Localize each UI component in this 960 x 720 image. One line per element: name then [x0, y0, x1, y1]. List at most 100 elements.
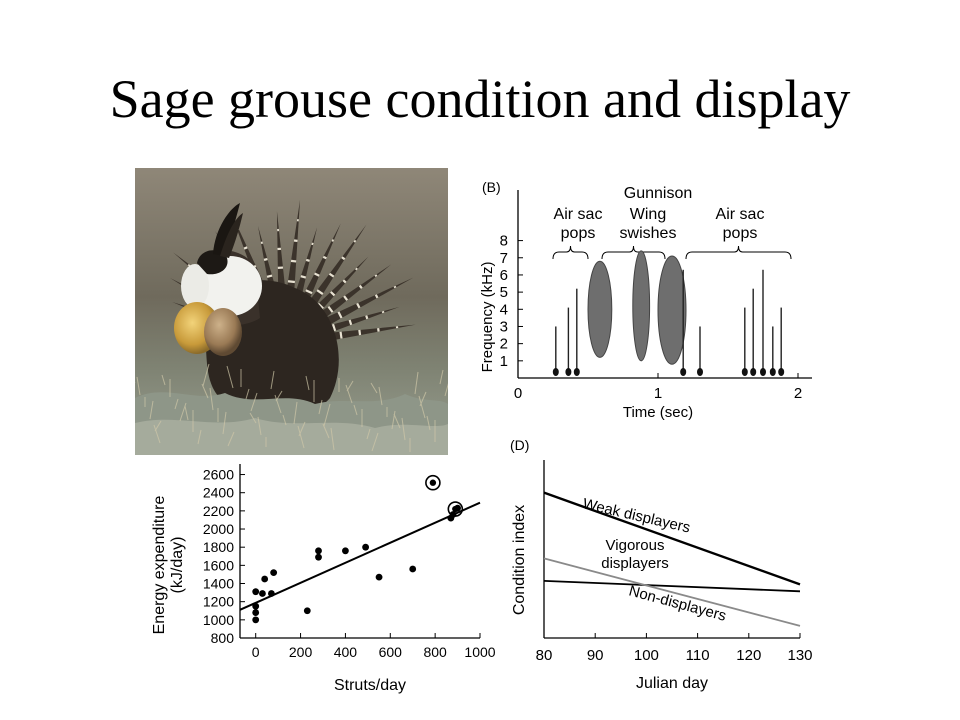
x-tick-label: 0 — [514, 385, 522, 402]
x-tick-label: 0 — [252, 644, 260, 660]
panel-c-xlabel: Struts/day — [334, 677, 406, 694]
annotation-brace — [601, 245, 666, 260]
grass-blade — [414, 371, 419, 395]
circled-point-ring — [447, 501, 464, 517]
tail-bar — [348, 319, 353, 326]
tail-bar — [381, 310, 385, 314]
grass-blade — [318, 399, 323, 415]
tail-bar — [305, 258, 310, 262]
y-tick-label: 1200 — [203, 594, 234, 610]
y-tick-label: 7 — [500, 250, 508, 267]
grass-blade — [393, 413, 401, 429]
pulse-base — [769, 368, 776, 376]
grass-blade — [418, 395, 426, 419]
series-label: Vigorous — [606, 537, 665, 554]
pulse-base — [750, 368, 757, 376]
grass-blade — [426, 415, 431, 431]
annotation-text: pops — [561, 225, 596, 242]
grass-blade — [274, 394, 282, 414]
panel-d-ticks: 80 90 100 110 120 130 — [536, 633, 813, 664]
panel-d-xlabel: Julian day — [636, 675, 708, 692]
tail-bar — [316, 289, 324, 295]
data-point — [259, 590, 266, 597]
series-label: Weak displayers — [581, 495, 692, 536]
wing-swish-blob — [632, 250, 651, 362]
data-point — [252, 602, 260, 610]
data-point — [375, 573, 383, 581]
tail-bar — [317, 302, 324, 310]
x-tick-label: 90 — [587, 647, 604, 664]
y-tick-label: 1000 — [203, 612, 234, 628]
pulse-base — [552, 368, 559, 376]
annotation-brace — [685, 245, 792, 260]
tail-bar — [290, 259, 297, 263]
y-tick-label: 2600 — [203, 467, 234, 483]
tail-bar — [187, 263, 191, 267]
tail-bar — [287, 280, 295, 284]
grass-blade — [179, 402, 187, 422]
tail-bar — [243, 246, 248, 250]
grass-blade — [305, 375, 310, 391]
annotation-text: Air sac — [554, 206, 603, 223]
grass-blade — [346, 380, 354, 392]
tail-bar — [331, 239, 335, 242]
pulse-base — [778, 368, 785, 376]
panel-b-marks — [552, 250, 785, 376]
tail-bar — [327, 305, 334, 313]
panel-d-ylabel: Condition index — [511, 505, 528, 615]
annotation-text: swishes — [620, 225, 677, 242]
grass-blade — [444, 383, 448, 397]
y-tick-label: 3 — [500, 318, 508, 335]
data-point — [315, 553, 322, 561]
x-tick-label: 400 — [334, 644, 358, 660]
grass-blade — [439, 369, 444, 385]
data-point — [252, 588, 260, 596]
series-line — [543, 557, 801, 627]
grass-blade — [245, 388, 250, 400]
tail-bar — [342, 279, 347, 284]
grass-blade — [249, 412, 257, 424]
panel-d-label: (D) — [510, 437, 529, 453]
x-tick-label: 200 — [289, 644, 313, 660]
pulse-base — [573, 368, 580, 376]
data-point — [252, 616, 260, 624]
grass-blade — [222, 411, 227, 435]
tail-bar — [337, 311, 343, 319]
grass-blade — [371, 432, 379, 452]
tail-bar — [314, 272, 320, 277]
grass-blade — [174, 398, 179, 410]
grass-blade — [282, 414, 287, 426]
tail-bar — [328, 272, 335, 278]
panel-d-lines: (D) 80 90 100 110 120 130 Weak displayersVigo… — [510, 437, 813, 692]
grass-blade — [345, 384, 353, 404]
annotation-text: pops — [723, 225, 758, 242]
y-tick-label: 2200 — [203, 503, 234, 519]
tail-bar — [358, 329, 362, 336]
panel-c-marks — [239, 474, 481, 624]
x-tick-label: 2 — [794, 385, 802, 402]
tail-bar — [356, 302, 361, 309]
series-label: displayers — [601, 555, 669, 572]
grass-blade — [401, 417, 406, 441]
tail-bar — [263, 258, 268, 261]
pulse-base — [680, 368, 687, 376]
panel-c-ticks: 800 1000 1200 1400 1600 1800 2000 2200 2400 2600 0… — [203, 467, 496, 660]
y-tick-label: 8 — [500, 233, 508, 250]
grass-blade — [330, 427, 335, 451]
panel-b-ylabel: Frequency (kHz) — [479, 262, 496, 373]
x-tick-label: 600 — [379, 644, 403, 660]
panel-d-axes — [543, 460, 800, 639]
grass-blade — [197, 429, 202, 445]
y-tick-label: 1 — [500, 353, 508, 370]
grass-blade — [227, 431, 235, 447]
grass-blade — [370, 382, 378, 394]
y-tick-label: 1800 — [203, 539, 234, 555]
data-point — [342, 547, 349, 555]
head-plume — [213, 203, 240, 256]
panel-b-title: Gunnison — [624, 185, 693, 202]
grass-blade — [226, 365, 234, 389]
grass-blade — [149, 400, 154, 420]
tail-bar — [393, 285, 397, 289]
tail-bar — [365, 315, 369, 320]
